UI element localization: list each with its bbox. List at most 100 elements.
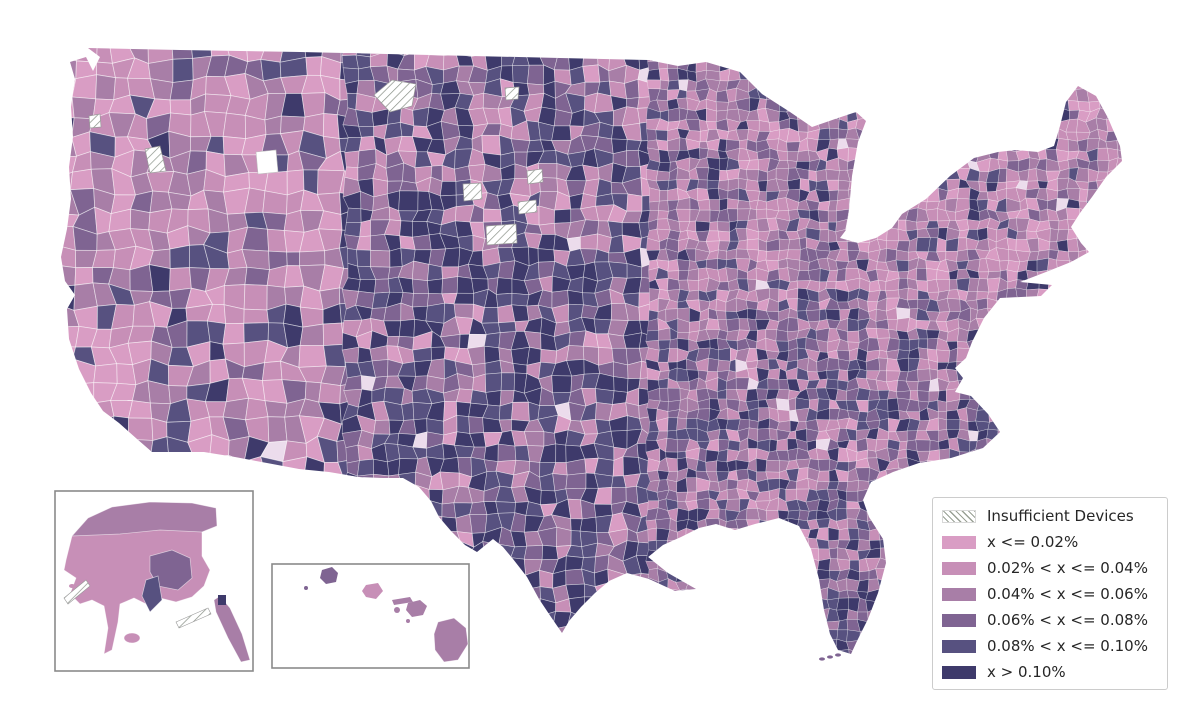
county-cell (997, 159, 1009, 169)
county-cell (1018, 461, 1031, 471)
county-cell (876, 618, 891, 633)
county-cell (222, 552, 251, 577)
county-cell (875, 48, 889, 51)
county-cell (815, 179, 830, 192)
county-cell (856, 437, 869, 453)
county-cell (186, 665, 209, 689)
county-cell (1035, 468, 1050, 483)
county-cell (645, 589, 661, 601)
county-cell (756, 570, 771, 580)
county-cell (996, 337, 1009, 351)
county-cell (975, 448, 989, 461)
county-cell (71, 631, 99, 650)
county-cell (739, 549, 750, 559)
county-cell (495, 501, 516, 514)
county-cell (747, 308, 758, 320)
county-cell (769, 619, 778, 630)
county-cell (646, 669, 659, 681)
county-cell (985, 90, 999, 103)
county-cell (70, 399, 99, 425)
county-cell (1096, 368, 1109, 381)
county-cell (73, 663, 97, 691)
county-cell (739, 139, 748, 150)
county-cell (816, 668, 829, 682)
county-cell (827, 210, 837, 223)
county-cell (1055, 388, 1070, 403)
county-cell (321, 497, 341, 520)
county-cell (996, 328, 1011, 339)
county-cell (895, 259, 909, 273)
county-cell (1108, 467, 1120, 481)
county-cell (687, 268, 699, 281)
county-cell (245, 397, 269, 421)
county-cell (1069, 288, 1079, 303)
county-cell (778, 97, 791, 113)
county-cell (856, 78, 871, 92)
county-cell (749, 531, 761, 542)
county-cell (1006, 438, 1021, 449)
county-cell (856, 178, 869, 189)
county-cell (1126, 358, 1139, 368)
county-cell (260, 58, 282, 82)
county-cell (1075, 67, 1089, 79)
county-cell (582, 624, 601, 642)
county-cell (284, 643, 303, 654)
county-cell (919, 80, 929, 92)
county-cell (796, 50, 811, 63)
county-cell (965, 480, 977, 490)
county-cell (344, 526, 362, 543)
county-cell (885, 467, 900, 481)
county-cell (552, 653, 572, 654)
county-cell (1016, 119, 1027, 132)
county-cell (1076, 228, 1089, 240)
county-cell (707, 617, 719, 629)
county-cell (678, 671, 690, 680)
county-cell (837, 659, 850, 672)
county-cell (411, 278, 429, 294)
county-cell (343, 669, 361, 683)
county-cell (905, 648, 921, 654)
county-cell (807, 109, 820, 122)
insufficient-devices-patch (526, 168, 544, 185)
county-cell (496, 599, 515, 617)
county-cell (511, 304, 530, 323)
county-cell (1117, 367, 1122, 383)
county-cell (975, 98, 987, 110)
county-cell (1108, 270, 1121, 281)
county-cell (715, 310, 727, 320)
county-cell (786, 611, 800, 620)
county-cell (345, 444, 360, 464)
county-cell (867, 100, 880, 110)
county-cell (225, 530, 250, 558)
county-cell (1035, 79, 1050, 92)
county-cell (668, 48, 677, 51)
county-cell (412, 347, 432, 363)
county-cell (1067, 437, 1080, 453)
county-cell (999, 48, 1010, 53)
county-cell (61, 117, 75, 140)
county-cell (1105, 188, 1120, 203)
county-cell (696, 617, 710, 629)
county-cell (907, 637, 918, 653)
county-cell (887, 538, 899, 549)
county-cell (856, 158, 871, 169)
county-cell (676, 259, 690, 271)
county-cell (92, 249, 116, 269)
county-cell (1108, 338, 1118, 353)
county-cell (1028, 428, 1040, 441)
county-cell (336, 646, 365, 654)
county-cell (129, 208, 151, 231)
county-cell (485, 390, 502, 407)
county-cell (1085, 48, 1100, 49)
county-cell (441, 276, 459, 295)
county-cell (796, 48, 807, 53)
county-cell (676, 417, 687, 431)
county-cell (866, 511, 878, 522)
county-cell (875, 498, 890, 513)
county-cell (61, 606, 75, 634)
county-cell (318, 612, 341, 632)
county-cell (727, 208, 738, 223)
county-cell (669, 338, 678, 349)
county-cell (876, 79, 890, 89)
county-cell (828, 117, 840, 130)
